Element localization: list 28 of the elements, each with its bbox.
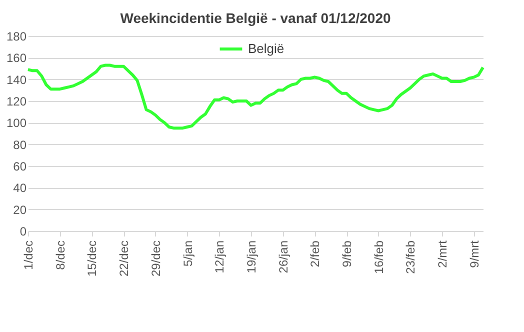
x-tick-label: 29/dec <box>148 240 163 277</box>
y-tick-label: 180 <box>6 30 27 44</box>
chart-title: Weekincidentie België - vanaf 01/12/2020 <box>120 10 391 26</box>
x-tick-label: 26/jan <box>276 240 290 274</box>
x-tick-label: 2/feb <box>308 240 322 268</box>
x-tick-label: 22/dec <box>117 240 132 277</box>
y-tick-label: 120 <box>6 94 27 108</box>
x-tick-label: 9/mrt <box>467 240 482 268</box>
x-tick-label: 9/feb <box>340 240 354 268</box>
y-tick-label: 60 <box>13 160 27 174</box>
x-tick-label: 16/feb <box>372 240 386 274</box>
x-tick-label: 19/jan <box>244 240 258 274</box>
x-tick-label: 15/dec <box>85 240 100 277</box>
legend-label: België <box>248 41 284 56</box>
x-tick-label: 5/jan <box>180 240 195 267</box>
y-tick-label: 0 <box>20 224 27 238</box>
y-tick-label: 40 <box>13 181 27 196</box>
x-tick-label: 23/feb <box>404 240 418 274</box>
y-tick-label: 160 <box>6 51 27 66</box>
x-tick-label: 2/mrt <box>436 240 450 268</box>
x-tick-label: 12/jan <box>212 240 227 274</box>
line-series <box>26 64 484 130</box>
y-tick-label: 140 <box>6 72 27 87</box>
y-tick-label: 100 <box>6 116 27 130</box>
x-tick-label: 1/dec <box>22 240 36 270</box>
y-tick-label: 20 <box>13 202 27 217</box>
y-tick-label: 80 <box>13 138 27 152</box>
x-tick-label: 8/dec <box>53 240 68 270</box>
